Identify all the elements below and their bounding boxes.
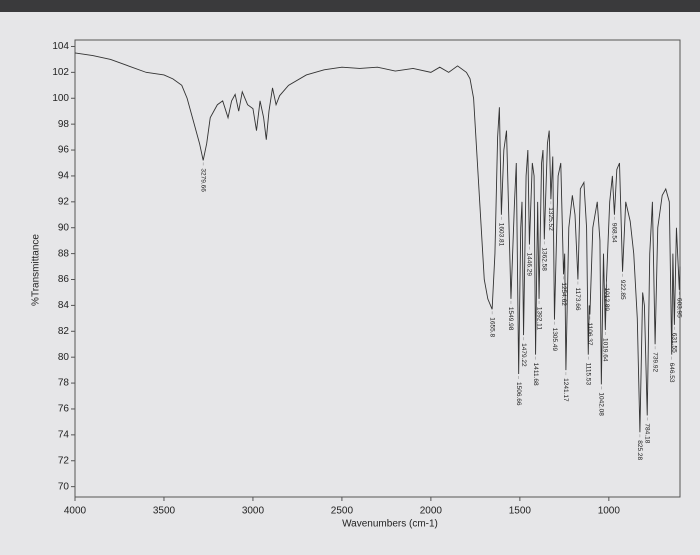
- y-tick-label: 74: [58, 429, 70, 440]
- spectrum-line: [74, 52, 681, 433]
- y-tick-label: 78: [58, 378, 70, 389]
- peak-label: 1305.49: [551, 328, 558, 352]
- y-tick-label: 84: [58, 300, 70, 311]
- peak-label: 1549.98: [507, 307, 514, 331]
- peak-label: 1655.8: [488, 317, 495, 337]
- peak-label: 739.92: [651, 352, 658, 372]
- peak-label: 646.53: [668, 363, 675, 383]
- peak-label: 1019.64: [602, 338, 609, 362]
- x-tick-label: 4000: [64, 506, 87, 517]
- peak-label: 1411.68: [532, 363, 539, 386]
- peak-label: 603.95: [676, 298, 683, 318]
- peak-label: 1603.81: [498, 223, 505, 247]
- y-tick-label: 86: [58, 274, 70, 285]
- y-tick-label: 98: [58, 119, 70, 130]
- peak-label: 922.85: [619, 280, 626, 300]
- x-tick-label: 1500: [509, 506, 532, 517]
- y-tick-label: 82: [58, 326, 70, 337]
- peak-label: 825.28: [636, 440, 643, 460]
- y-tick-label: 88: [58, 248, 70, 259]
- peak-label: 1173.66: [574, 288, 581, 311]
- y-tick-label: 102: [52, 67, 69, 78]
- peak-label: 1362.58: [541, 247, 548, 271]
- y-tick-label: 100: [52, 93, 69, 104]
- peak-label: 1241.17: [562, 378, 569, 402]
- y-tick-label: 80: [58, 352, 70, 363]
- peak-label: 1012.89: [603, 288, 610, 312]
- y-tick-label: 104: [52, 41, 69, 52]
- x-tick-label: 1000: [598, 506, 621, 517]
- background-edge: [0, 0, 700, 14]
- y-axis-label: %Transmittance: [31, 234, 42, 306]
- x-axis-label: Wavenumbers (cm-1): [342, 519, 438, 530]
- y-tick-label: 76: [58, 404, 70, 415]
- peak-label: 784.18: [644, 423, 651, 443]
- peak-label: 631.55: [671, 333, 678, 353]
- y-tick-label: 92: [58, 196, 70, 207]
- peak-label: 1506.66: [515, 382, 522, 406]
- peak-label: 1392.11: [535, 307, 542, 330]
- y-tick-label: 96: [58, 145, 70, 156]
- peak-label: 1115.53: [585, 363, 592, 386]
- peak-label: 1446.29: [526, 253, 533, 277]
- peak-label: 3279.66: [199, 168, 206, 192]
- x-tick-label: 2000: [420, 506, 443, 517]
- peak-label: 1106.37: [586, 322, 593, 345]
- peak-label: 1325.52: [547, 207, 554, 231]
- peak-label: 1479.22: [520, 343, 527, 367]
- paper: [0, 12, 700, 555]
- y-tick-label: 70: [58, 481, 70, 492]
- y-tick-label: 90: [58, 222, 70, 233]
- x-tick-label: 3500: [153, 506, 176, 517]
- y-tick-label: 72: [58, 455, 70, 466]
- peak-label: 1254.62: [560, 282, 567, 306]
- y-tick-label: 94: [58, 171, 70, 182]
- peak-label: 968.54: [611, 223, 618, 243]
- x-tick-label: 2500: [331, 506, 354, 517]
- peak-label: 1042.08: [598, 392, 605, 416]
- x-tick-label: 3000: [242, 506, 265, 517]
